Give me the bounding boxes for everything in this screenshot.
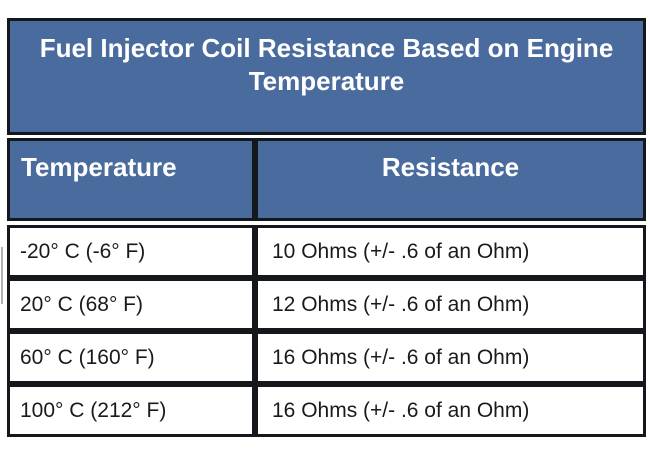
temperature-cell: 60° C (160° F) bbox=[7, 331, 255, 384]
resistance-cell: 16 Ohms (+/- .6 of an Ohm) bbox=[255, 384, 646, 437]
table-row: 100° C (212° F) 16 Ohms (+/- .6 of an Oh… bbox=[7, 384, 646, 437]
temperature-cell: -20° C (-6° F) bbox=[7, 225, 255, 278]
resistance-cell: 16 Ohms (+/- .6 of an Ohm) bbox=[255, 331, 646, 384]
temperature-cell: 100° C (212° F) bbox=[7, 384, 255, 437]
table-row: 20° C (68° F) 12 Ohms (+/- .6 of an Ohm) bbox=[7, 278, 646, 331]
scrollbar-artifact bbox=[1, 247, 3, 304]
table-body: -20° C (-6° F) 10 Ohms (+/- .6 of an Ohm… bbox=[7, 225, 646, 437]
table-title: Fuel Injector Coil Resistance Based on E… bbox=[7, 18, 646, 135]
resistance-cell: 10 Ohms (+/- .6 of an Ohm) bbox=[255, 225, 646, 278]
column-header-resistance: Resistance bbox=[255, 138, 646, 221]
table-row: -20° C (-6° F) 10 Ohms (+/- .6 of an Ohm… bbox=[7, 225, 646, 278]
column-header-temperature: Temperature bbox=[7, 138, 255, 221]
table-header-row: Temperature Resistance bbox=[7, 138, 646, 221]
fuel-injector-resistance-table: Fuel Injector Coil Resistance Based on E… bbox=[7, 18, 646, 437]
resistance-cell: 12 Ohms (+/- .6 of an Ohm) bbox=[255, 278, 646, 331]
temperature-cell: 20° C (68° F) bbox=[7, 278, 255, 331]
table-row: 60° C (160° F) 16 Ohms (+/- .6 of an Ohm… bbox=[7, 331, 646, 384]
